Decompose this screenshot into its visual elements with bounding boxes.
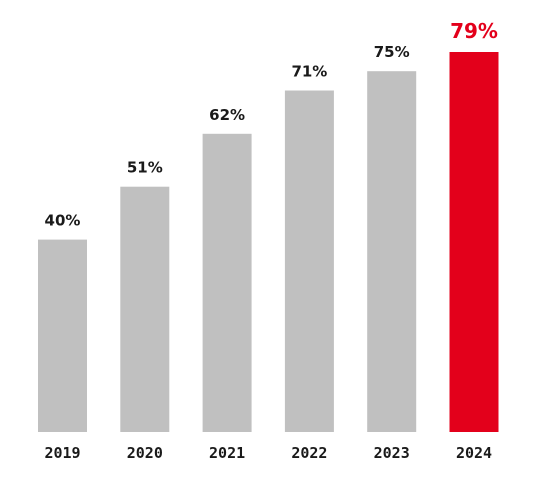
bars-group xyxy=(38,52,499,433)
bar-2023 xyxy=(367,71,417,432)
bar-2022 xyxy=(284,90,334,432)
x-tick-labels-group: 2019 2020 2021 2022 2023 2024 xyxy=(44,444,492,462)
data-label-2021: 62% xyxy=(209,106,245,124)
bar-2021 xyxy=(202,133,252,433)
value-labels-group: 40% 51% 62% 71% 75% 79% xyxy=(45,19,498,230)
bar-2020 xyxy=(120,186,170,432)
x-tick-label-2019: 2019 xyxy=(44,444,80,462)
data-label-2022: 71% xyxy=(291,63,327,81)
x-tick-label-2024: 2024 xyxy=(456,444,492,462)
bar-2019 xyxy=(38,239,87,432)
x-tick-label-2020: 2020 xyxy=(127,444,163,462)
data-label-2024: 79% xyxy=(450,19,498,43)
data-label-2023: 75% xyxy=(374,43,410,61)
bar-2024 xyxy=(449,52,499,432)
x-tick-label-2022: 2022 xyxy=(291,444,327,462)
data-label-2019: 40% xyxy=(45,212,81,230)
x-tick-label-2021: 2021 xyxy=(209,444,245,462)
x-tick-label-2023: 2023 xyxy=(374,444,410,462)
data-label-2020: 51% xyxy=(127,159,163,177)
